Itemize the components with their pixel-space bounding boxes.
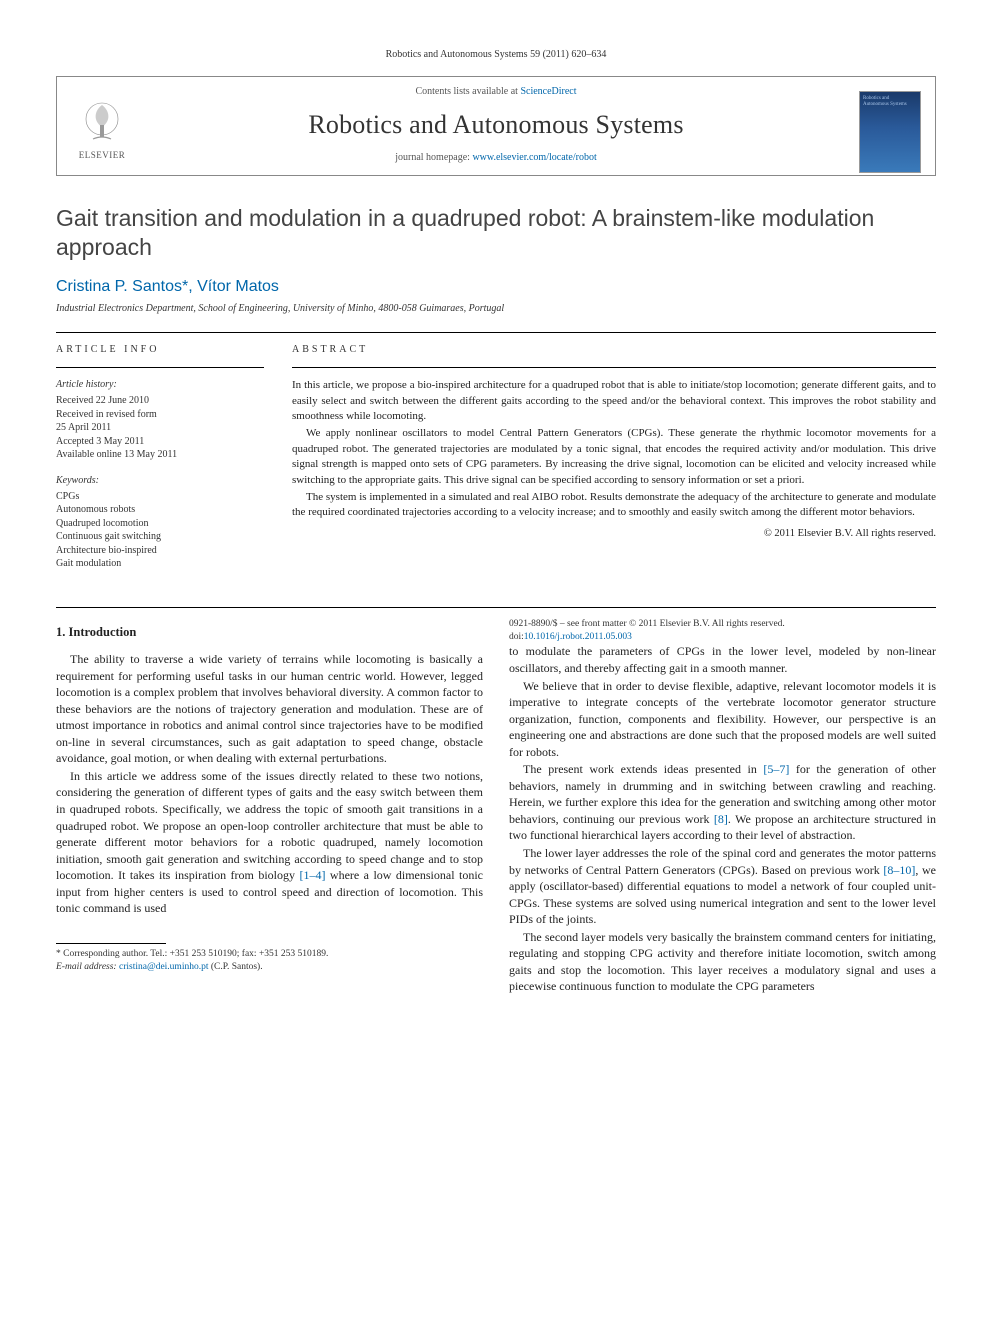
cover-line: Autonomous Systems bbox=[863, 102, 917, 108]
doi-block: 0921-8890/$ – see front matter © 2011 El… bbox=[509, 618, 936, 644]
authors: Cristina P. Santos*, Vítor Matos bbox=[56, 276, 936, 298]
abstract-head: abstract bbox=[292, 343, 936, 357]
doi-prefix: doi: bbox=[509, 632, 524, 642]
sciencedirect-link[interactable]: ScienceDirect bbox=[520, 86, 576, 97]
homepage-prefix: journal homepage: bbox=[395, 152, 472, 163]
history-line: Available online 13 May 2011 bbox=[56, 448, 264, 462]
keyword: CPGs bbox=[56, 490, 264, 504]
front-matter-line: 0921-8890/$ – see front matter © 2011 El… bbox=[509, 619, 785, 629]
contents-line: Contents lists available at ScienceDirec… bbox=[57, 77, 935, 103]
body-text: The present work extends ideas presented… bbox=[523, 762, 763, 776]
elsevier-tree-icon bbox=[79, 99, 125, 147]
abstract-paragraph: The system is implemented in a simulated… bbox=[292, 490, 936, 521]
author-link[interactable]: Vítor Matos bbox=[197, 278, 279, 295]
email-label: E-mail address: bbox=[56, 962, 119, 972]
body-text: The lower layer addresses the role of th… bbox=[509, 846, 936, 877]
homepage-link[interactable]: www.elsevier.com/locate/robot bbox=[472, 152, 596, 163]
article-title: Gait transition and modulation in a quad… bbox=[56, 204, 936, 262]
divider bbox=[56, 367, 264, 368]
abstract-paragraph: In this article, we propose a bio-inspir… bbox=[292, 378, 936, 424]
section-heading: 1. Introduction bbox=[56, 624, 483, 641]
abstract-column: abstract In this article, we propose a b… bbox=[292, 343, 936, 583]
history-line: Received in revised form bbox=[56, 408, 264, 422]
keyword: Quadruped locomotion bbox=[56, 517, 264, 531]
journal-masthead: ELSEVIER Robotics and Autonomous Systems… bbox=[56, 76, 936, 176]
body-text: In this article we address some of the i… bbox=[56, 769, 483, 882]
body-paragraph: The present work extends ideas presented… bbox=[509, 761, 936, 844]
journal-cover-thumb: Robotics and Autonomous Systems bbox=[859, 91, 921, 173]
running-head: Robotics and Autonomous Systems 59 (2011… bbox=[56, 48, 936, 62]
contents-prefix: Contents lists available at bbox=[415, 86, 520, 97]
keyword: Autonomous robots bbox=[56, 503, 264, 517]
body-paragraph: We believe that in order to devise flexi… bbox=[509, 678, 936, 761]
divider bbox=[292, 367, 936, 368]
article-info-head: article info bbox=[56, 343, 264, 357]
citation-link[interactable]: [8–10] bbox=[883, 863, 915, 877]
keyword: Continuous gait switching bbox=[56, 530, 264, 544]
body-paragraph: The second layer models very basically t… bbox=[509, 929, 936, 995]
history-head: Article history: bbox=[56, 378, 264, 392]
journal-name: Robotics and Autonomous Systems bbox=[308, 110, 683, 139]
footnote-divider bbox=[56, 943, 166, 944]
author-separator: *, bbox=[182, 278, 197, 295]
keywords-head: Keywords: bbox=[56, 474, 264, 488]
divider bbox=[56, 607, 936, 608]
body-columns: 1. Introduction The ability to traverse … bbox=[56, 618, 936, 995]
article-info-column: article info Article history: Received 2… bbox=[56, 343, 264, 583]
citation-link[interactable]: [1–4] bbox=[299, 868, 325, 882]
history-line: Accepted 3 May 2011 bbox=[56, 435, 264, 449]
affiliation: Industrial Electronics Department, Schoo… bbox=[56, 302, 936, 316]
citation-link[interactable]: [5–7] bbox=[763, 762, 789, 776]
author-link[interactable]: Cristina P. Santos bbox=[56, 278, 182, 295]
elsevier-logo-text: ELSEVIER bbox=[71, 149, 133, 162]
corresponding-author: * Corresponding author. Tel.: +351 253 5… bbox=[56, 948, 483, 974]
email-link[interactable]: cristina@dei.uminho.pt bbox=[119, 962, 209, 972]
history-line: Received 22 June 2010 bbox=[56, 394, 264, 408]
doi-link[interactable]: 10.1016/j.robot.2011.05.003 bbox=[524, 632, 632, 642]
abstract-paragraph: We apply nonlinear oscillators to model … bbox=[292, 426, 936, 488]
history-line: 25 April 2011 bbox=[56, 421, 264, 435]
email-suffix: (C.P. Santos). bbox=[208, 962, 262, 972]
keyword: Gait modulation bbox=[56, 557, 264, 571]
copyright-line: © 2011 Elsevier B.V. All rights reserved… bbox=[292, 527, 936, 542]
keyword: Architecture bio-inspired bbox=[56, 544, 264, 558]
divider bbox=[56, 332, 936, 333]
citation-link[interactable]: [8] bbox=[714, 812, 728, 826]
body-paragraph: The lower layer addresses the role of th… bbox=[509, 845, 936, 928]
corr-text: Corresponding author. Tel.: +351 253 510… bbox=[61, 949, 329, 959]
body-paragraph: to modulate the parameters of CPGs in th… bbox=[509, 643, 936, 676]
elsevier-logo: ELSEVIER bbox=[71, 99, 133, 162]
body-paragraph: The ability to traverse a wide variety o… bbox=[56, 651, 483, 767]
homepage-line: journal homepage: www.elsevier.com/locat… bbox=[57, 149, 935, 175]
body-paragraph: In this article we address some of the i… bbox=[56, 768, 483, 917]
